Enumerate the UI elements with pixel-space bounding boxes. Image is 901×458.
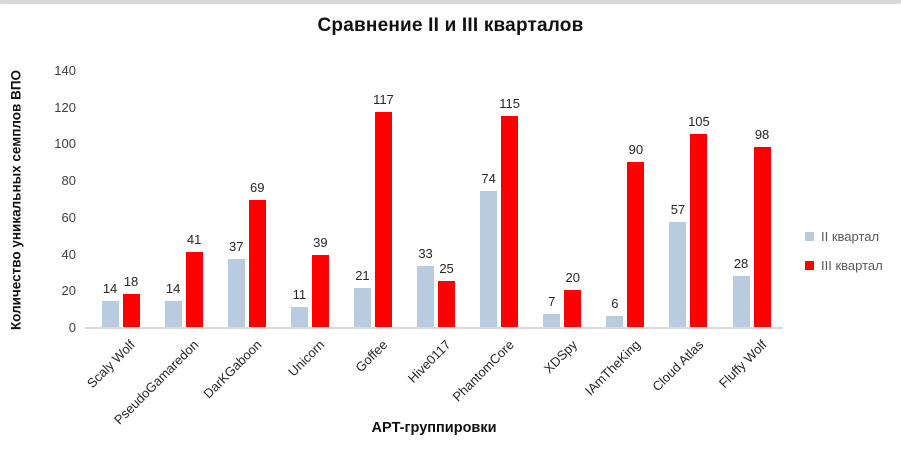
- bar-q3: [690, 134, 708, 327]
- bar-q3: [753, 147, 771, 327]
- bar-q3: [564, 290, 582, 327]
- data-label: 90: [628, 141, 644, 157]
- category-label: Unicorn: [285, 337, 328, 380]
- data-label: 117: [373, 92, 394, 108]
- data-label: 7: [548, 294, 556, 310]
- category-label: IAmTheKing: [581, 337, 643, 399]
- category-label: PhantomCore: [449, 337, 517, 405]
- y-axis-title: Количество уникальных семплов ВПО: [8, 69, 24, 331]
- bar-q2: [227, 259, 245, 327]
- data-label: 98: [754, 127, 770, 143]
- data-label: 37: [229, 239, 244, 255]
- data-label: 33: [418, 246, 433, 262]
- data-label: 105: [688, 114, 710, 130]
- category-label: Hive0117: [404, 337, 454, 386]
- bar-q2: [732, 275, 750, 327]
- bar-q2: [353, 288, 371, 327]
- data-label: 28: [733, 255, 749, 271]
- category-label: Cloud Atlas: [648, 337, 707, 395]
- data-label: 6: [611, 295, 619, 311]
- bar-q2: [543, 314, 561, 327]
- data-label: 25: [439, 261, 454, 277]
- bar-q2: [606, 315, 624, 327]
- data-label: 11: [292, 286, 307, 302]
- category-label: Goffee: [352, 337, 391, 376]
- y-tick-label: 0: [68, 320, 76, 335]
- bar-q2: [101, 301, 119, 327]
- bar-q3: [311, 255, 329, 327]
- bar-q2: [669, 222, 687, 327]
- bar-q2: [290, 306, 308, 327]
- bar-q3: [248, 200, 266, 327]
- bar-q3: [438, 281, 456, 327]
- window-top-strip: [0, 0, 901, 4]
- data-label: 41: [186, 231, 202, 247]
- data-label: 69: [250, 180, 265, 196]
- x-axis-title: APT-группировки: [371, 420, 497, 436]
- y-tick-label: 120: [54, 99, 76, 115]
- category-label: Fluffy Wolf: [715, 337, 770, 391]
- y-tick-label: 40: [61, 246, 76, 262]
- bar-q3: [122, 293, 140, 327]
- category-label: DarKGaboon: [200, 337, 265, 402]
- data-label: 14: [165, 281, 181, 297]
- data-label: 39: [313, 235, 328, 251]
- bar-q3: [374, 112, 392, 327]
- data-label: 21: [355, 268, 370, 284]
- bar-q3: [185, 251, 203, 327]
- legend-swatch: [805, 260, 814, 270]
- y-tick-label: 140: [54, 63, 76, 78]
- x-axis-line: [85, 327, 783, 329]
- bar-q2: [480, 191, 498, 327]
- chart-title: Сравнение II и III кварталов: [317, 15, 584, 36]
- legend-label: III квартал: [821, 257, 883, 273]
- y-tick-label: 100: [54, 136, 76, 152]
- y-tick-label: 20: [61, 283, 76, 299]
- category-label: Scaly Wolf: [84, 337, 139, 391]
- bar-q3: [501, 115, 519, 327]
- bar-q3: [627, 161, 645, 327]
- legend-item-q2: II квартал: [805, 228, 883, 244]
- bar-q2: [417, 266, 435, 327]
- data-label: 74: [481, 171, 496, 187]
- legend-swatch: [805, 231, 814, 241]
- data-label: 18: [123, 273, 139, 289]
- legend: II квартал III квартал: [805, 229, 883, 287]
- data-label: 20: [565, 270, 580, 286]
- data-label: 115: [499, 95, 520, 111]
- data-label: 14: [102, 281, 118, 297]
- category-label: XDSpy: [540, 337, 580, 377]
- legend-item-q3: III квартал: [805, 257, 883, 273]
- legend-label: II квартал: [821, 228, 880, 244]
- data-label: 57: [670, 202, 686, 218]
- bar-q2: [164, 301, 182, 327]
- y-tick-label: 60: [61, 209, 76, 225]
- y-tick-label: 80: [61, 173, 76, 189]
